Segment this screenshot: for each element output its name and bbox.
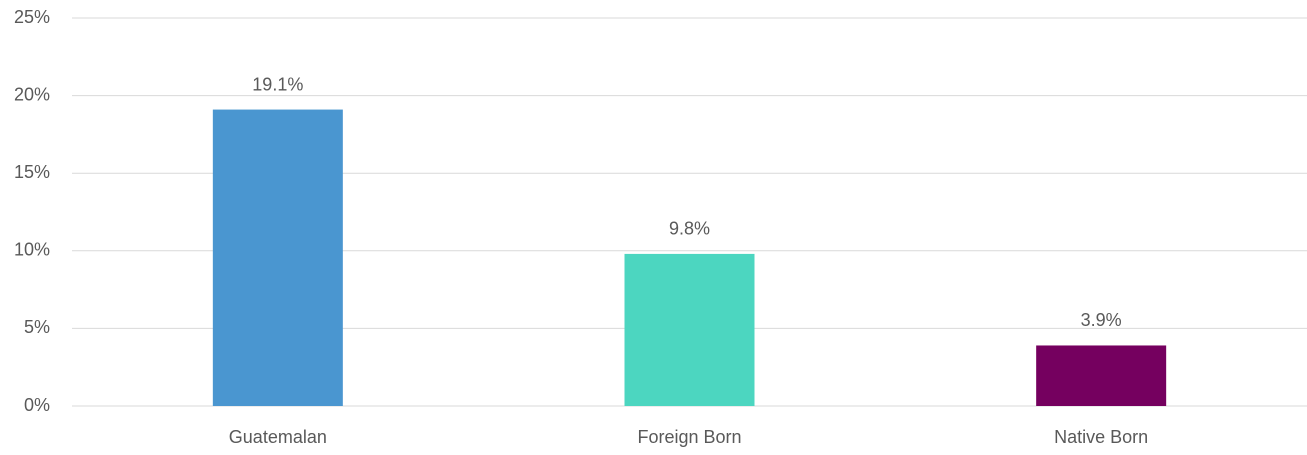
x-tick-label: Native Born [1054, 427, 1148, 447]
value-label: 19.1% [252, 74, 303, 94]
bar [624, 253, 755, 406]
y-tick-label: 5% [24, 317, 50, 337]
y-tick-label: 25% [14, 7, 50, 27]
bar [212, 109, 343, 407]
value-label: 3.9% [1081, 310, 1122, 330]
value-label: 9.8% [669, 219, 710, 239]
y-tick-label: 10% [14, 240, 50, 260]
bar [1036, 345, 1167, 406]
y-tick-label: 0% [24, 395, 50, 415]
x-tick-label: Guatemalan [229, 427, 327, 447]
y-tick-label: 15% [14, 162, 50, 182]
y-tick-label: 20% [14, 84, 50, 104]
x-tick-label: Foreign Born [637, 427, 741, 447]
